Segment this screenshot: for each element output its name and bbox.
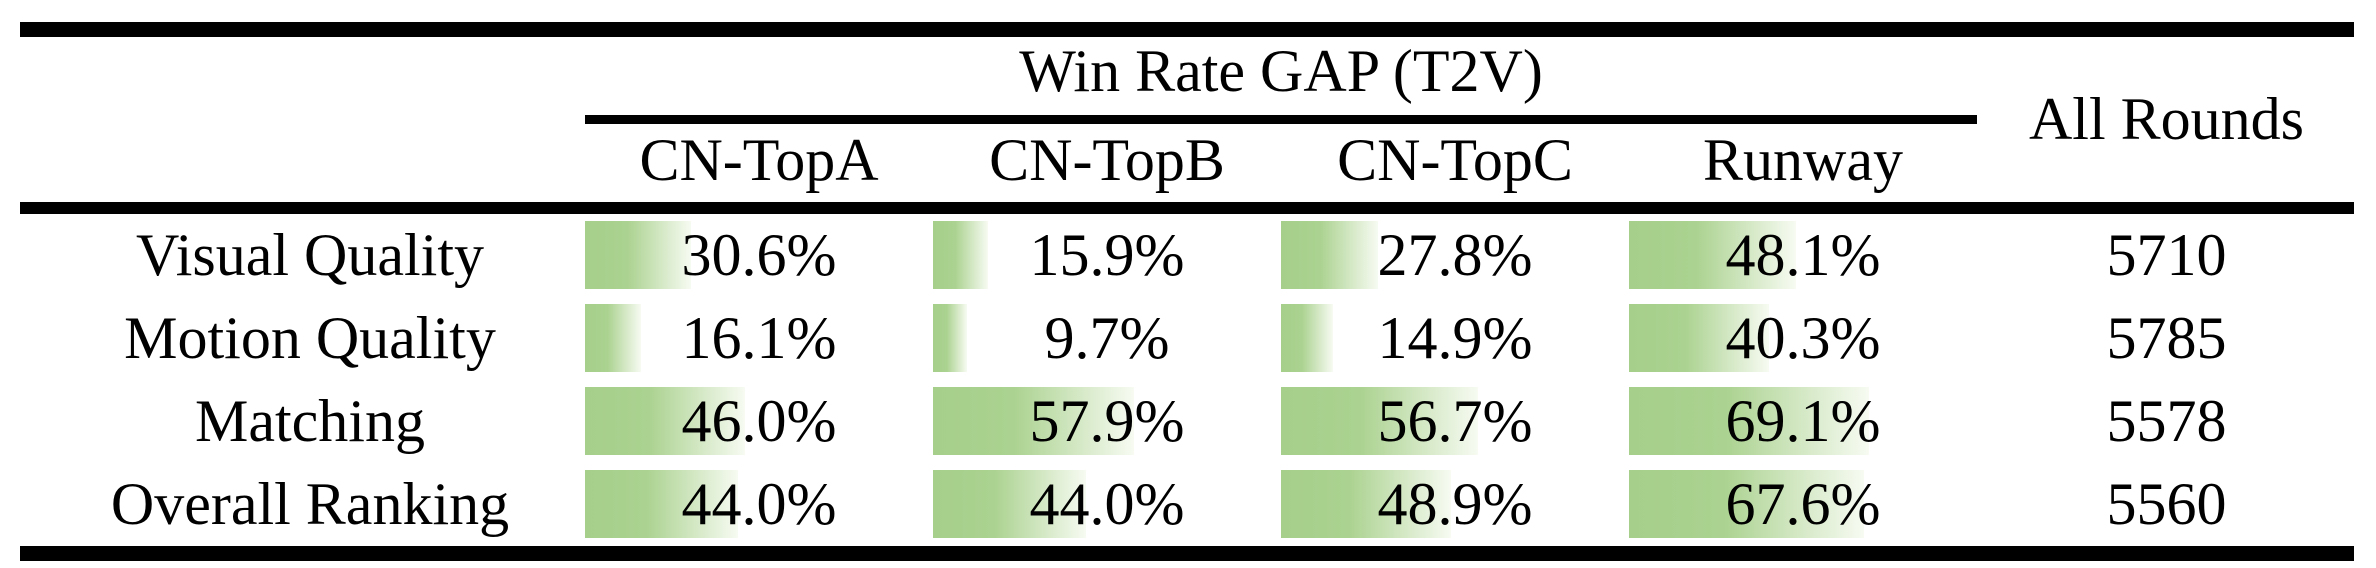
percent-value: 69.1% (1725, 388, 1881, 454)
data-bar (933, 470, 1087, 538)
data-bar (1629, 387, 1870, 455)
header-separator-rule (20, 202, 2354, 214)
title-underline-rule (585, 115, 1977, 124)
percent-value: 56.7% (1377, 388, 1533, 454)
row-label: Matching (195, 388, 425, 454)
winrate-cell: 46.0% (585, 380, 933, 463)
winrate-cell: 56.7% (1281, 380, 1629, 463)
data-bar (1281, 470, 1452, 538)
data-bar (585, 221, 692, 289)
data-bar (1281, 387, 1479, 455)
winrate-cell: 44.0% (933, 463, 1281, 546)
winrate-cell: 16.1% (585, 297, 933, 380)
percent-value: 14.9% (1377, 305, 1533, 371)
percent-value: 9.7% (1044, 305, 1170, 371)
winrate-cell: 57.9% (933, 380, 1281, 463)
winrate-cell: 67.6% (1629, 463, 1977, 546)
percent-value: 15.9% (1029, 222, 1185, 288)
data-bar (1281, 221, 1378, 289)
table-title: Win Rate GAP (T2V) (1019, 38, 1543, 104)
all-rounds-value: 5785 (2106, 305, 2227, 371)
table-row: Overall Ranking 44.0% 44.0% 48.9% 67.6% … (0, 463, 2376, 546)
percent-value: 44.0% (1029, 471, 1185, 537)
row-label: Motion Quality (124, 305, 496, 371)
table-row: Matching 46.0% 57.9% 56.7% 69.1% 5578 (0, 380, 2376, 463)
percent-value: 30.6% (681, 222, 837, 288)
data-bar (933, 387, 1135, 455)
data-bar (585, 304, 642, 372)
data-bar (1281, 304, 1333, 372)
data-bar (1629, 470, 1865, 538)
percent-value: 48.1% (1725, 222, 1881, 288)
all-rounds-value: 5560 (2106, 471, 2227, 537)
winrate-cell: 69.1% (1629, 380, 1977, 463)
column-header-cn-topa: CN-TopA (639, 127, 879, 193)
winrate-cell: 14.9% (1281, 297, 1629, 380)
data-bar (585, 470, 739, 538)
data-bar (933, 221, 989, 289)
table-row: Visual Quality 30.6% 15.9% 27.8% 48.1% 5… (0, 214, 2376, 297)
row-label: Overall Ranking (110, 471, 510, 537)
winrate-cell: 15.9% (933, 214, 1281, 297)
data-bar (585, 387, 746, 455)
column-header-cn-topc: CN-TopC (1337, 127, 1573, 193)
column-header-all-rounds: All Rounds (2028, 86, 2305, 152)
percent-value: 44.0% (681, 471, 837, 537)
all-rounds-value: 5578 (2106, 388, 2227, 454)
winrate-cell: 27.8% (1281, 214, 1629, 297)
column-header-cn-topb: CN-TopB (989, 127, 1225, 193)
data-bar (1629, 304, 1770, 372)
percent-value: 67.6% (1725, 471, 1881, 537)
percent-value: 57.9% (1029, 388, 1185, 454)
winrate-cell: 40.3% (1629, 297, 1977, 380)
percent-value: 16.1% (681, 305, 837, 371)
percent-value: 40.3% (1725, 305, 1881, 371)
all-rounds-value: 5710 (2106, 222, 2227, 288)
winrate-cell: 48.9% (1281, 463, 1629, 546)
column-header-row: CN-TopA CN-TopB CN-TopC Runway (0, 122, 2376, 202)
winrate-cell: 44.0% (585, 463, 933, 546)
data-bar (1629, 221, 1797, 289)
percent-value: 27.8% (1377, 222, 1533, 288)
winrate-cell: 9.7% (933, 297, 1281, 380)
winrate-cell: 30.6% (585, 214, 933, 297)
bottom-rule (20, 546, 2354, 561)
table-row: Motion Quality 16.1% 9.7% 14.9% 40.3% 57… (0, 297, 2376, 380)
top-rule (20, 22, 2354, 37)
data-bar (933, 304, 967, 372)
winrate-cell: 48.1% (1629, 214, 1977, 297)
percent-value: 46.0% (681, 388, 837, 454)
percent-value: 48.9% (1377, 471, 1533, 537)
column-header-runway: Runway (1703, 127, 1903, 193)
row-label: Visual Quality (135, 222, 485, 288)
